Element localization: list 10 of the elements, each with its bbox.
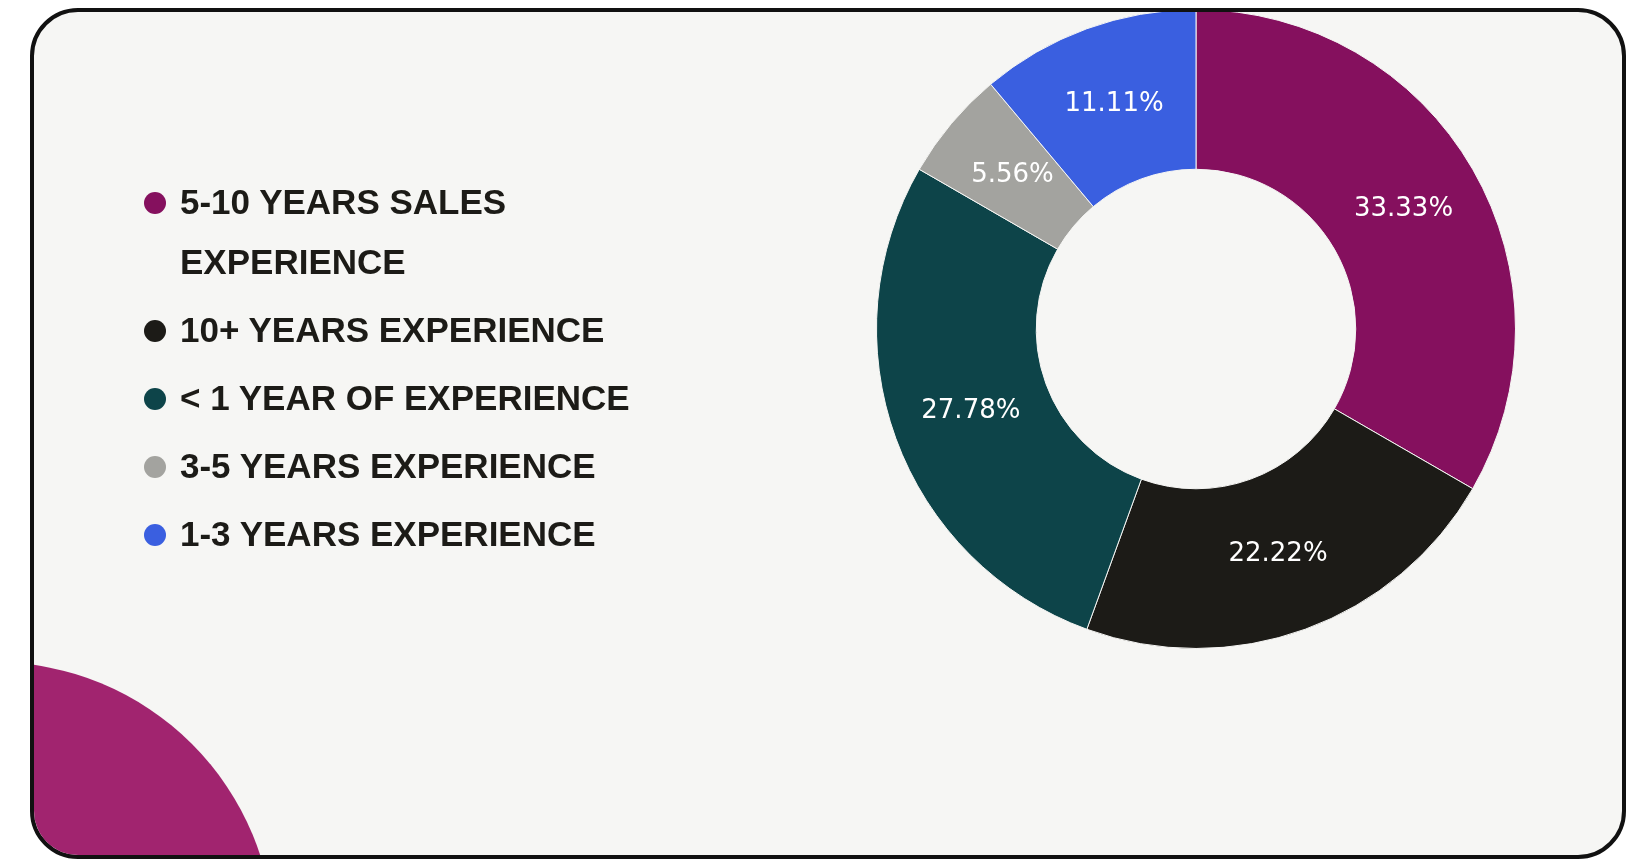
legend-label: 5-10 YEARS SALES EXPERIENCE <box>180 181 508 283</box>
data-label: 22.22% <box>1228 536 1328 567</box>
data-label: 11.11% <box>1064 86 1164 117</box>
legend-label: 3-5 YEARS EXPERIENCE <box>180 445 597 487</box>
legend-label: 1-3 YEARS EXPERIENCE <box>180 513 597 555</box>
data-label: 33.33% <box>1353 191 1454 222</box>
legend-label: 10+ YEARS EXPERIENCE <box>180 309 606 351</box>
data-label: 27.78% <box>921 393 1021 424</box>
legend-label: < 1 YEAR OF EXPERIENCE <box>180 377 631 419</box>
data-label: 5.56% <box>971 157 1054 188</box>
